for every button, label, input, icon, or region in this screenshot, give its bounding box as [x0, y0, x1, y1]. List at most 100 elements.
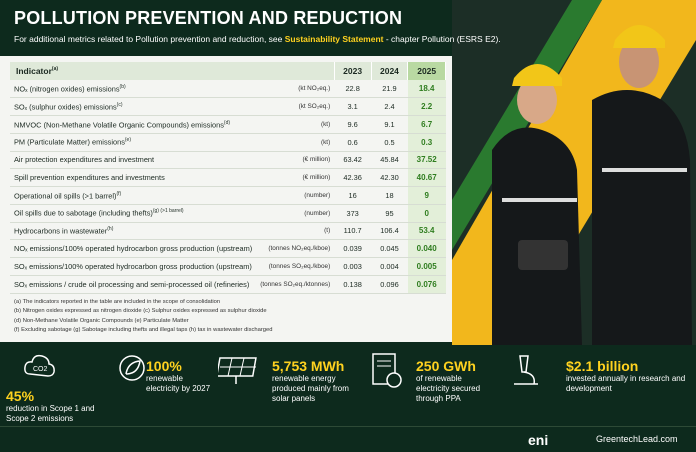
unit: (kt NO₂eq.) — [256, 80, 335, 99]
svg-text:CO2: CO2 — [33, 366, 48, 373]
footnote: (a) The indicators reported in the table… — [14, 299, 221, 305]
indicator: Oil spills due to sabotage (including th… — [14, 208, 153, 218]
stat-label: renewable electricity by 2027 — [146, 374, 211, 393]
value: 63.42 — [334, 151, 372, 170]
value: 9 — [407, 186, 446, 205]
value: 0.004 — [371, 257, 408, 276]
value: 18.4 — [407, 80, 446, 99]
table-row: SOₓ emissions/100% operated hydrocarbon … — [10, 257, 446, 276]
unit: (kt SO₂eq.) — [256, 97, 335, 116]
table-row: NOₓ emissions/100% operated hydrocarbon … — [10, 239, 446, 258]
unit: (t) — [256, 222, 335, 241]
value: 373 — [334, 204, 372, 223]
stat-text: 250 GWh of renewable electricity secured … — [416, 358, 493, 404]
unit: (€ million) — [256, 168, 335, 187]
value: 2.2 — [407, 97, 446, 116]
value: 42.30 — [371, 168, 408, 187]
value: 3.1 — [334, 97, 372, 116]
note: (f) — [116, 190, 122, 197]
indicator-cell: Hydrocarbons in wastewater(h) — [10, 222, 257, 241]
footnote: (f) Excluding sabotage (g) Sabotage incl… — [14, 327, 273, 334]
value: 21.9 — [371, 80, 408, 99]
indicator-cell: SOₓ emissions / crude oil processing and… — [10, 275, 257, 294]
value: 0.076 — [407, 275, 446, 294]
unit: (number) — [256, 186, 335, 205]
column-header: 2024 — [371, 62, 409, 80]
value: 37.52 — [407, 151, 446, 170]
note: (h) — [107, 226, 114, 233]
indicator: PM (Particulate Matter) emissions — [14, 137, 125, 147]
indicator-cell: SOₓ emissions/100% operated hydrocarbon … — [10, 257, 257, 276]
table-row: Oil spills due to sabotage (including th… — [10, 204, 446, 223]
indicator-cell: NOₓ (nitrogen oxides) emissions(b) — [10, 80, 257, 99]
value: 0.3 — [407, 133, 446, 152]
indicator-cell: Air protection expenditures and investme… — [10, 151, 257, 170]
indicator-cell: PM (Particulate Matter) emissions(e) — [10, 133, 257, 152]
value: 16 — [334, 186, 372, 205]
value: 18 — [371, 186, 408, 205]
indicator-cell: NMVOC (Non-Methane Volatile Organic Comp… — [10, 115, 257, 134]
stat-text: 100% renewable electricity by 2027 — [146, 358, 216, 394]
table-row: Operational oil spills (>1 barrel)(f) (nu… — [10, 186, 446, 205]
link[interactable]: Sustainability Statement — [284, 34, 384, 44]
unit: (number) — [256, 204, 335, 223]
header-row: Indicator(a) 2023 2024 2025 — [10, 62, 446, 80]
indicator: NOₓ emissions/100% operated hydrocarbon … — [14, 244, 253, 254]
subtitle-text: For additional metrics related to Pollut… — [14, 34, 283, 44]
stat-value: 45% — [6, 388, 35, 404]
stat-icon — [372, 353, 402, 388]
stat-label: of renewable electricity secured through… — [416, 374, 481, 403]
footnote: (d) Non-Methane Volatile Organic Compoun… — [14, 317, 189, 324]
note: (g) (>1 barrel) — [152, 208, 184, 215]
title: POLLUTION PREVENTION AND REDUCTION — [14, 8, 403, 28]
stat-icon — [218, 357, 257, 384]
indicator: Hydrocarbons in wastewater — [14, 226, 108, 236]
value: 0.005 — [407, 257, 446, 276]
site: GreentechLead.com — [596, 434, 678, 444]
table-row: Air protection expenditures and investme… — [10, 151, 446, 170]
note: (a) — [51, 66, 59, 73]
indicator-cell: Operational oil spills (>1 barrel)(f) — [10, 186, 257, 205]
indicator-cell: Spill prevention expenditures and invest… — [10, 168, 257, 187]
stat-label: invested annually in research and develo… — [566, 374, 686, 393]
indicator: SOₓ (sulphur oxides) emissions — [14, 102, 117, 112]
stat-text: 5,753 MWh renewable energy produced mainl… — [272, 358, 358, 404]
subtitle: For additional metrics related to Pollut… — [14, 34, 501, 44]
value: 0.096 — [371, 275, 408, 294]
unit: (€ million) — [256, 151, 335, 170]
indicator: NOₓ (nitrogen oxides) emissions — [14, 84, 120, 94]
indicator-cell: NOₓ emissions/100% operated hydrocarbon … — [10, 239, 257, 258]
column-header: Indicator(a) — [10, 62, 335, 80]
value: 0.039 — [334, 239, 372, 258]
stat-label: renewable energy produced mainly from so… — [272, 374, 349, 403]
table-row: NOₓ (nitrogen oxides) emissions(b) (kt NO… — [10, 80, 446, 99]
value: 40.67 — [407, 168, 446, 187]
indicator: NMVOC (Non-Methane Volatile Organic Comp… — [14, 120, 224, 130]
stat-value: 250 GWh — [416, 358, 476, 374]
indicator: Spill prevention expenditures and invest… — [14, 173, 165, 183]
value: 9.6 — [334, 115, 372, 134]
note: (d) — [223, 119, 231, 126]
value: 42.36 — [334, 168, 372, 187]
photo-illustration — [452, 0, 696, 345]
note: (b) — [119, 83, 126, 90]
stat-value: $2.1 billion — [566, 358, 639, 374]
footnote: (b) Nitrogen oxides expressed as nitroge… — [14, 308, 267, 315]
column-header: 2023 — [334, 62, 372, 80]
stat-value: 5,753 MWh — [272, 358, 345, 374]
unit: (tonnes SO₂eq./ktonnes) — [256, 275, 335, 294]
value: 0.5 — [371, 133, 408, 152]
value: 0 — [407, 204, 446, 223]
stat-icon — [119, 355, 145, 381]
subtitle-end: - chapter Pollution (ESRS E2). — [385, 34, 501, 44]
indicator: SOₓ emissions / crude oil processing and… — [14, 279, 250, 289]
value: 45.84 — [371, 151, 408, 170]
value: 53.4 — [407, 222, 446, 241]
value: 0.040 — [407, 239, 446, 258]
footer: eni GreentechLead.com — [0, 426, 696, 452]
value: 95 — [371, 204, 408, 223]
stat-text: 45% reduction in Scope 1 and Scope 2 emis… — [6, 388, 106, 424]
indicator-cell: SOₓ (sulphur oxides) emissions(c) — [10, 97, 257, 116]
value: 0.138 — [334, 275, 372, 294]
